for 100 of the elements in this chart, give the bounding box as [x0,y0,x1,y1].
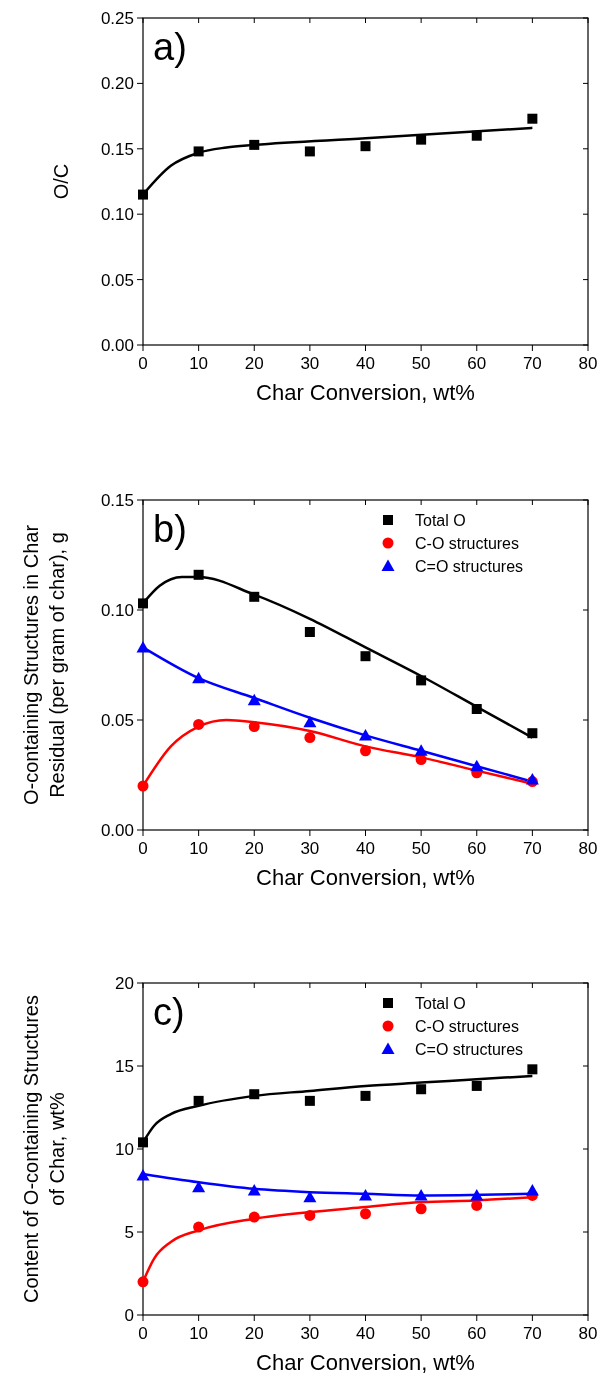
point [525,1184,539,1196]
x-tick-label: 10 [189,839,209,858]
point [471,704,482,714]
x-tick-label: 80 [578,839,598,858]
y-tick-label: 0.15 [100,139,134,159]
legend-label: C-O structures [415,535,520,552]
legend-label: Total O [415,512,466,529]
point [527,113,538,124]
y-tick-label: 0.25 [100,9,134,28]
point [415,1203,427,1215]
point [247,1184,261,1196]
y-tick-label: 0.05 [100,711,134,730]
x-tick-label: 10 [189,354,209,373]
point [470,759,484,772]
point [193,569,204,580]
point [249,591,260,602]
point [192,671,206,684]
y-tick-label: 0.10 [100,601,134,620]
point [527,728,538,739]
x-tick-label: 70 [522,839,542,858]
y-axis-title: O/C [50,163,72,200]
point [249,1089,260,1100]
point [193,1221,205,1233]
x-tick-label: 50 [411,354,431,373]
point [303,1190,317,1203]
point [525,772,539,785]
x-tick-label: 50 [411,1324,431,1343]
point [360,651,371,662]
point [192,1180,206,1193]
point [248,721,260,733]
y-tick-label: 0.00 [100,336,134,355]
y-axis-title: O-containing Structures in Char Residual (per gram of char), g [20,524,68,806]
x-tick-label: 40 [356,354,375,373]
x-tick-label: 70 [522,354,542,373]
x-tick-label: 60 [467,1324,487,1343]
point [304,732,316,744]
x-tick-label: 50 [411,839,431,858]
x-tick-label: 40 [356,839,375,858]
point [416,1084,427,1095]
point [471,1080,482,1091]
x-tick-label: 0 [138,1324,148,1343]
point [416,675,427,686]
legend-label: C-O structures [415,1018,520,1035]
point [359,1188,372,1201]
y-tick-label: 0.05 [100,270,134,290]
point [304,627,315,637]
point [193,146,204,157]
y-tick-label: 0.15 [100,491,134,510]
annotation: a) [153,26,187,68]
annotation: c) [153,991,185,1033]
point [136,1169,150,1181]
x-tick-label: 80 [578,1324,598,1343]
annotation: b) [153,508,187,550]
x-tick-label: 0 [138,354,148,373]
point [249,139,260,150]
y-tick-label: 0.20 [100,74,134,94]
point [414,1188,428,1201]
y-tick-label: 15 [115,1057,134,1076]
point [304,146,315,157]
point [138,598,148,609]
point [303,715,317,728]
x-tick-label: 0 [138,839,148,858]
x-tick-label: 30 [300,839,320,858]
legend-label: C=O structures [415,558,524,575]
x-tick-label: 30 [300,354,320,373]
x-tick-label: 20 [244,1324,264,1343]
point [360,745,371,757]
point [138,189,148,200]
point [247,693,261,706]
x-tick-label: 60 [467,839,487,858]
point [248,1211,260,1223]
y-tick-label: 0 [124,1306,134,1325]
y-tick-label: 20 [115,974,134,993]
y-tick-label: 5 [124,1223,134,1242]
point [471,130,482,141]
y-tick-label: 0.10 [100,205,134,225]
point [470,1188,484,1201]
point [359,728,372,741]
x-tick-label: 60 [467,354,487,373]
y-tick-label: 10 [115,1140,134,1159]
point [360,141,371,152]
point [360,1090,371,1101]
point [304,1095,315,1106]
point [138,1137,148,1148]
point [136,640,150,653]
x-axis-title: Char Conversion, wt% [256,865,475,890]
x-axis-title: Char Conversion, wt% [256,1350,475,1375]
x-tick-label: 30 [300,1324,320,1343]
x-tick-label: 40 [356,1324,375,1343]
point [193,1095,204,1106]
point [416,134,427,145]
point [414,744,428,756]
x-tick-label: 20 [244,839,264,858]
point [137,780,149,792]
x-tick-label: 70 [522,1324,542,1343]
x-tick-label: 80 [578,354,598,373]
point [304,1209,316,1221]
point [527,1064,538,1075]
point [360,1208,371,1220]
legend-label: C=O structures [415,1041,524,1058]
